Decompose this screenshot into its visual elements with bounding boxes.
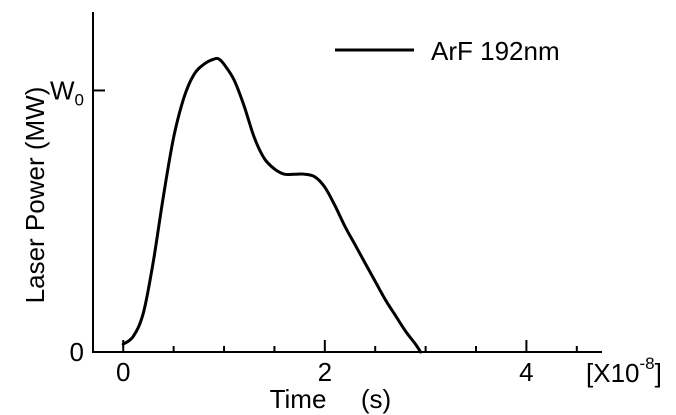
x-axis-title: Time	[270, 384, 327, 414]
x-tick-label: 2	[318, 357, 332, 387]
y-tick-label: 0	[70, 337, 84, 367]
legend-label: ArF 192nm	[431, 36, 560, 66]
axis-tick-labels: 0 2 4 0 W0	[50, 75, 534, 387]
x-multiplier-label: [X10-8]	[586, 354, 662, 388]
legend: ArF 192nm	[335, 36, 560, 66]
axis-ticks	[93, 89, 578, 353]
x-tick-label: 0	[116, 357, 130, 387]
y-axis-title: Laser Power (MW)	[20, 87, 50, 304]
x-tick-label: 4	[519, 357, 533, 387]
x-axis-unit: (s)	[361, 384, 391, 414]
y-tick-label: W0	[50, 75, 84, 109]
series-line-arf-192nm	[121, 56, 423, 354]
